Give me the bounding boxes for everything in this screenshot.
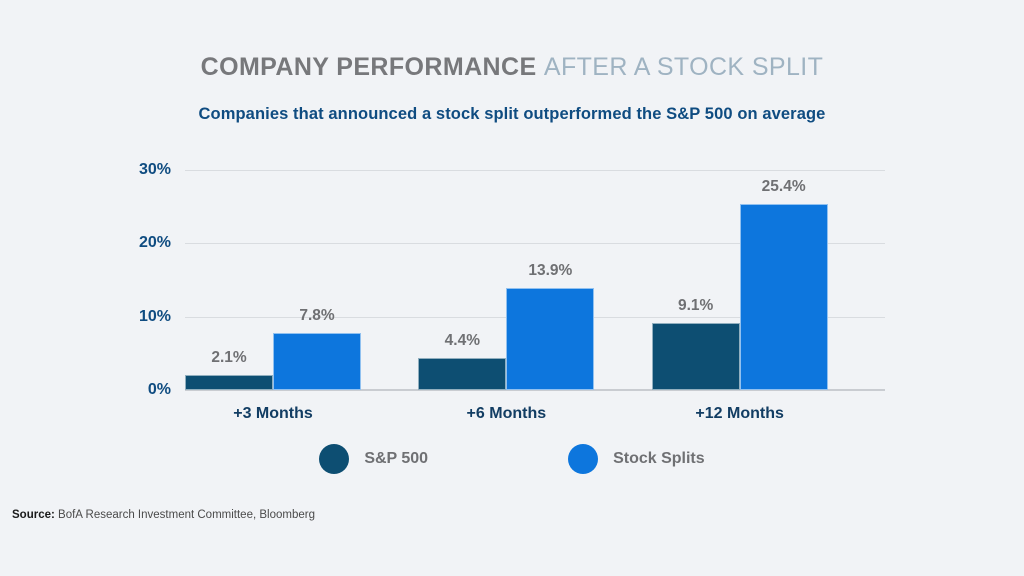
- bar-stock-splits[interactable]: [739, 203, 828, 390]
- page-title: COMPANY PERFORMANCE AFTER A STOCK SPLIT: [0, 53, 1024, 82]
- bar-stock-splits[interactable]: [506, 288, 595, 390]
- legend-label: S&P 500: [364, 450, 429, 467]
- page-title-light-spacer: [537, 53, 544, 81]
- page-title-light: AFTER A STOCK SPLIT: [543, 53, 824, 81]
- bar-value-label: 13.9%: [528, 262, 573, 280]
- x-axis-category-label: +12 Months: [695, 405, 784, 422]
- bar-group: 2.1% 7.8% +3 Months: [185, 170, 418, 422]
- bar-sp500[interactable]: [651, 323, 740, 390]
- chart-legend: S&P 500 Stock Splits: [0, 444, 1024, 474]
- legend-label: Stock Splits: [613, 450, 705, 467]
- bar-value-label: 4.4%: [444, 331, 480, 349]
- chart-plot-area: 0% 10% 20% 30% 2.1% 7.8% +3 Months 4.4% 13.9% +6 …: [139, 161, 885, 422]
- bar-group: 4.4% 13.9% +6 Months: [418, 170, 651, 422]
- bar-value-label: 9.1%: [677, 297, 714, 315]
- legend-item-sp500[interactable]: S&P 500: [319, 444, 428, 474]
- bar-value-label: 25.4%: [761, 177, 806, 195]
- gridline: [185, 243, 885, 245]
- x-axis-category-label: +6 Months: [466, 405, 547, 422]
- source-note: Source: BofA Research Investment Committ…: [12, 509, 315, 521]
- bar-sp500[interactable]: [185, 374, 273, 390]
- page-subtitle: Companies that announced a stock split o…: [198, 105, 826, 123]
- y-axis-tick-label: 0%: [147, 381, 171, 398]
- bar-stock-splits[interactable]: [273, 332, 361, 390]
- source-text: BofA Research Investment Committee, Bloo…: [58, 509, 315, 521]
- source-label: Source:: [12, 509, 55, 521]
- gridline: [185, 170, 885, 171]
- bar-value-label: 7.8%: [299, 306, 335, 324]
- legend-swatch-circle-icon: [319, 444, 350, 474]
- legend-swatch-circle-icon: [568, 444, 599, 474]
- x-axis-baseline: [185, 389, 885, 391]
- y-axis-tick-label: 20%: [138, 234, 171, 252]
- legend-item-stock-splits[interactable]: Stock Splits: [568, 444, 705, 474]
- title-block: COMPANY PERFORMANCE AFTER A STOCK SPLIT: [0, 53, 1024, 82]
- x-axis-category-label: +3 Months: [233, 405, 313, 422]
- bar-sp500[interactable]: [418, 357, 507, 390]
- bar-value-label: 2.1%: [211, 348, 247, 366]
- bar-group: 9.1% 25.4% +12 Months: [651, 170, 885, 422]
- y-axis-tick-label: 10%: [138, 307, 171, 325]
- y-axis-tick-label: 30%: [138, 161, 171, 178]
- page-title-strong: COMPANY PERFORMANCE: [200, 53, 537, 81]
